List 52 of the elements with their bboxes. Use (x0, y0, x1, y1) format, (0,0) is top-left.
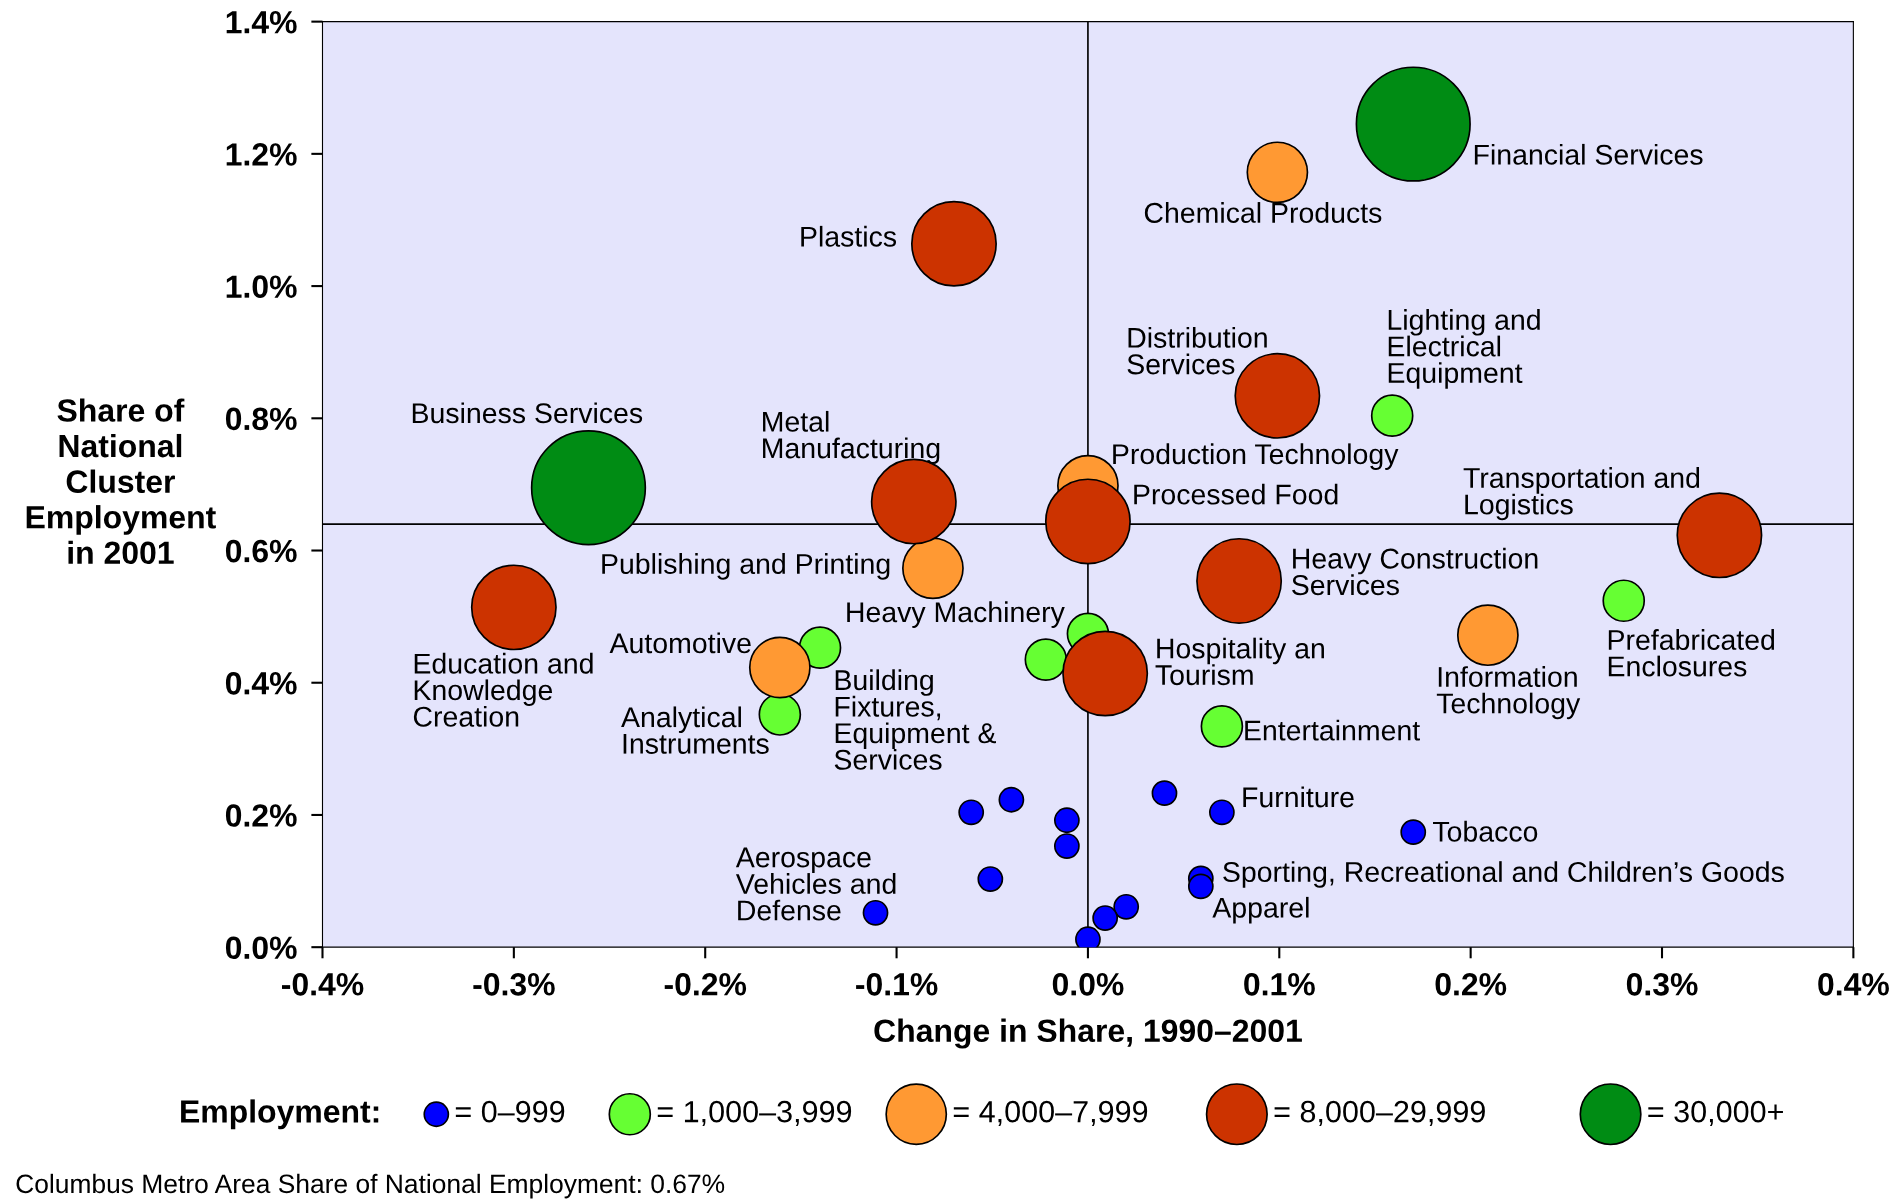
annotation: Heavy Construction Services (1292, 547, 1538, 596)
y-tick-label: 1.4% (226, 10, 297, 34)
annotation: Education and Knowledge Creation (413, 652, 593, 727)
x-tick-label: -0.3% (473, 973, 555, 996)
y-tick-label: 0.2% (225, 804, 297, 827)
y-axis-title: Share of National Cluster Employment in 2001 (26, 398, 216, 565)
text: Columbus Metro Area Share of National Employment: 0.67% (16, 1173, 725, 1199)
legend-label: = 4,000–7,999 (953, 1100, 1148, 1127)
annotation: Lighting and Electrical Equipment (1388, 309, 1540, 389)
x-tick-label: 0.3% (1626, 973, 1698, 996)
legend-title: Employment: (181, 1099, 379, 1130)
annotation: Financial Services (1474, 143, 1703, 165)
annotation: Heavy Machinery (847, 601, 1065, 628)
legend-label: = 1,000–3,999 (657, 1100, 852, 1127)
y-tick-label: 0.6% (225, 539, 297, 563)
annotation: Sporting, Recreational and Children’s Goods (1223, 861, 1784, 888)
legend-label: = 0–999 (455, 1100, 565, 1123)
annotation: Analytical Instruments (621, 706, 769, 754)
y-tick-label: 0.0% (225, 936, 297, 960)
y-tick-label: 0.8% (225, 407, 297, 431)
y-tick-label: 0.4% (225, 672, 297, 695)
annotation: Aerospace Vehicles and Defense (735, 847, 896, 921)
annotation: Tobacco (1433, 820, 1538, 842)
x-tick-label: 0.0% (1052, 973, 1124, 996)
annotation: Entertainment (1245, 719, 1420, 741)
y-tick-label: 1.0% (226, 275, 297, 298)
annotation: Production Technology (1113, 443, 1399, 470)
x-tick-label: -0.1% (856, 973, 938, 996)
x-tick-label: -0.4% (282, 973, 364, 996)
annotation: Chemical Products (1144, 202, 1382, 223)
legend-label: = 8,000–29,999 (1274, 1100, 1485, 1127)
annotation: Building Fixtures, Equipment & Services (834, 669, 996, 770)
annotation: Furniture (1243, 786, 1354, 808)
annotation: Prefabricated Enclosures (1608, 629, 1775, 677)
annotation: Distribution Services (1127, 326, 1267, 375)
x-axis-title: Change in Share, 1990–2001 (874, 1018, 1302, 1049)
annotation: Apparel (1212, 896, 1309, 924)
x-tick-label: 0.4% (1818, 973, 1889, 996)
x-tick-label: 0.2% (1435, 973, 1507, 996)
annotation: Processed Food (1134, 483, 1338, 505)
annotation: Information Technology (1436, 666, 1581, 720)
annotation: Transportation and Logistics (1463, 467, 1700, 521)
legend-label: = 30,000+ (1648, 1100, 1783, 1127)
annotation: Automotive (609, 632, 751, 654)
annotation: Business Services (412, 402, 643, 424)
x-tick-label: 0.1% (1244, 973, 1315, 996)
y-tick-label: 1.2% (226, 143, 297, 166)
annotation: Hospitality an Tourism (1155, 637, 1324, 686)
annotation: Publishing and Printing (602, 553, 890, 580)
annotation: Metal Manufacturing (763, 410, 940, 465)
x-tick-label: -0.2% (664, 973, 747, 996)
annotation: Plastics (801, 225, 897, 247)
